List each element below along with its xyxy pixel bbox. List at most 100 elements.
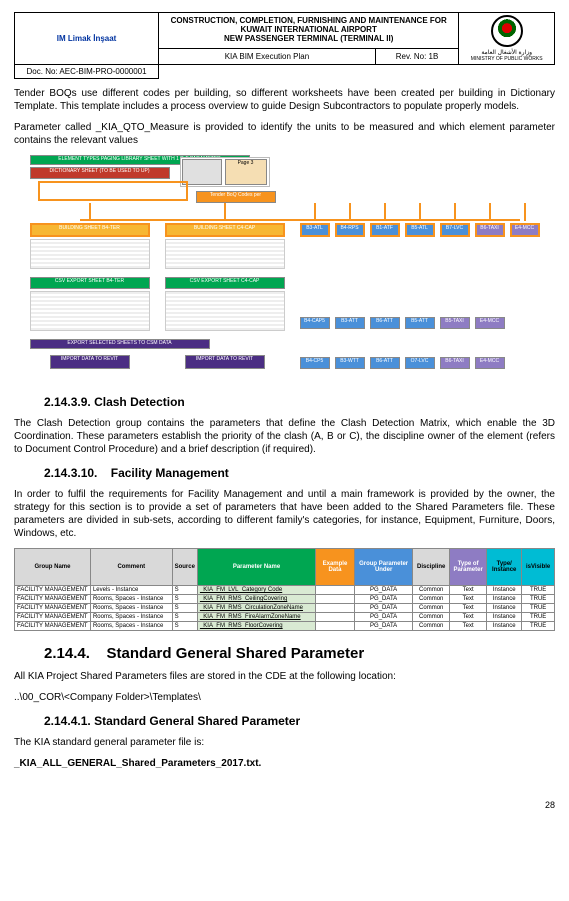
doc-no: Doc. No: AEC-BIM-PRO-0000001 — [15, 65, 159, 79]
fm-table-cell: S — [172, 595, 197, 604]
diagram-box: CSV EXPORT SHEET B4-TER — [30, 277, 150, 289]
diagram-box: B3-ATL — [300, 223, 330, 237]
ministry-cell: وزارة الأشغال العامة MINISTRY OF PUBLIC … — [459, 13, 555, 65]
diagram-box: IMPORT DATA TO REVIT — [50, 355, 130, 369]
fm-table-cell: Levels - Instance — [90, 586, 172, 595]
project-title-line3: NEW PASSENGER TERMINAL (TERMINAL II) — [163, 35, 454, 44]
shared-path: ..\00_COR\<Company Folder>\Templates\ — [14, 691, 555, 704]
fm-table-cell: Common — [413, 622, 450, 631]
diagram-box: B3-WTT — [335, 357, 365, 369]
fm-table-cell: Common — [413, 604, 450, 613]
diagram-box: E4-MCC — [475, 357, 505, 369]
fm-table-cell: S — [172, 613, 197, 622]
fm-table-header: Type of Parameter — [450, 549, 487, 586]
fm-table-cell — [316, 604, 355, 613]
fm-table-cell: Text — [450, 622, 487, 631]
diagram-box: DICTIONARY SHEET (TO BE USED TO UP) — [30, 167, 170, 179]
table-row: FACILITY MANAGEMENTRooms, Spaces - Insta… — [15, 595, 555, 604]
intro-paragraph-2: Parameter called _KIA_QTO_Measure is pro… — [14, 121, 555, 147]
fm-body: In order to fulfil the requirements for … — [14, 488, 555, 540]
fm-table-cell: PG_DATA — [354, 595, 413, 604]
section-title: Standard General Shared Parameter — [107, 645, 365, 662]
project-title: CONSTRUCTION, COMPLETION, FURNISHING AND… — [159, 13, 459, 49]
diagram-box: BUILDING SHEET B4-TER — [30, 223, 150, 237]
fm-table-header: Group Parameter Under — [354, 549, 413, 586]
fm-table-cell: Text — [450, 586, 487, 595]
section-heading-clash: 2.14.3.9. Clash Detection — [44, 395, 555, 409]
fm-table-cell: S — [172, 586, 197, 595]
fm-table-header: Parameter Name — [197, 549, 315, 586]
section-heading-shared: 2.14.4. Standard General Shared Paramete… — [44, 645, 555, 662]
fm-table-cell: Rooms, Spaces - Instance — [90, 613, 172, 622]
ministry-name-en: MINISTRY OF PUBLIC WORKS — [463, 56, 550, 62]
diagram-box: B1-ATF — [370, 223, 400, 237]
fm-table-cell: PG_DATA — [354, 604, 413, 613]
diagram-box: EXPORT SELECTED SHEETS TO CSM DATA — [30, 339, 210, 349]
fm-table-cell: S — [172, 604, 197, 613]
intro-paragraph-1: Tender BOQs use different codes per buil… — [14, 87, 555, 113]
fm-table-header: isVisible — [522, 549, 555, 586]
fm-table-header: Source — [172, 549, 197, 586]
section-heading-fm: 2.14.3.10. Facility Management — [44, 466, 555, 480]
diagram-box — [182, 159, 222, 185]
fm-table-cell: FACILITY MANAGEMENT — [15, 586, 91, 595]
diagram-box: B4-CP5 — [300, 357, 330, 369]
clash-body: The Clash Detection group contains the p… — [14, 417, 555, 456]
diagram-box: B6-TAXI — [475, 223, 505, 237]
diagram-box: BUILDING SHEET C4-CAP — [165, 223, 285, 237]
std-general-file: _KIA_ALL_GENERAL_Shared_Parameters_2017.… — [14, 757, 555, 770]
table-row: FACILITY MANAGEMENTRooms, Spaces - Insta… — [15, 613, 555, 622]
fm-table-cell — [316, 595, 355, 604]
diagram-box — [30, 239, 150, 269]
fm-table-cell: Text — [450, 613, 487, 622]
diagram-box: Page 3 — [225, 159, 267, 185]
fm-table-header: Type/ Instance — [487, 549, 522, 586]
fm-parameter-table: Group NameCommentSourceParameter NameExa… — [14, 548, 555, 631]
fm-table-cell: PG_DATA — [354, 613, 413, 622]
diagram-box: O7-LVC — [405, 357, 435, 369]
std-general-body: The KIA standard general parameter file … — [14, 736, 555, 749]
diagram-box: B4-RPS — [335, 223, 365, 237]
diagram-box: Tender BoQ Codes per — [196, 191, 276, 203]
fm-table-cell: Instance — [487, 622, 522, 631]
section-title: Standard General Shared Parameter — [94, 714, 300, 728]
fm-table-cell: S — [172, 622, 197, 631]
diagram-box: CSV EXPORT SHEET C4-CAP — [165, 277, 285, 289]
page-number: 28 — [14, 800, 555, 810]
diagram-box: B7-LVC — [440, 223, 470, 237]
fm-table-cell: Instance — [487, 586, 522, 595]
fm-table-cell: _KIA_FM_LVL_Category Code — [197, 586, 315, 595]
ministry-logo-icon — [491, 15, 523, 47]
fm-table-cell — [316, 613, 355, 622]
diagram-box — [30, 291, 150, 331]
fm-table-header: Group Name — [15, 549, 91, 586]
fm-table-cell: PG_DATA — [354, 622, 413, 631]
fm-table-cell: FACILITY MANAGEMENT — [15, 595, 91, 604]
fm-table-cell: Rooms, Spaces - Instance — [90, 595, 172, 604]
fm-table-cell: _KIA_FM_RMS_FireAlarmZoneName — [197, 613, 315, 622]
shared-body: All KIA Project Shared Parameters files … — [14, 670, 555, 683]
fm-table-cell: Instance — [487, 604, 522, 613]
diagram-box: B6-TAXI — [440, 357, 470, 369]
fm-table-cell: TRUE — [522, 604, 555, 613]
table-row: FACILITY MANAGEMENTRooms, Spaces - Insta… — [15, 622, 555, 631]
company-name: Limak İnşaat — [68, 34, 116, 43]
section-title: Facility Management — [111, 466, 229, 480]
diagram-box: E4-MCC — [475, 317, 505, 329]
fm-table-cell: _KIA_FM_RMS_FloorCovering — [197, 622, 315, 631]
fm-table-cell: _KIA_FM_RMS_CeilingCovering — [197, 595, 315, 604]
fm-table-cell: Text — [450, 604, 487, 613]
diagram-box: B5-ATT — [405, 317, 435, 329]
doc-title: KIA BIM Execution Plan — [159, 48, 376, 64]
section-number: 2.14.4.1. — [44, 714, 91, 728]
process-diagram: ELEMENT TYPES PAGING LIBRARY SHEET WITH … — [20, 155, 550, 385]
fm-table-cell: FACILITY MANAGEMENT — [15, 613, 91, 622]
fm-table-cell: Rooms, Spaces - Instance — [90, 604, 172, 613]
section-number: 2.14.4. — [44, 645, 90, 662]
section-title: Clash Detection — [94, 395, 185, 409]
fm-table-cell: TRUE — [522, 595, 555, 604]
diagram-box: B5-ATL — [405, 223, 435, 237]
company-logo: IM Limak İnşaat — [15, 13, 159, 65]
diagram-box — [165, 291, 285, 331]
fm-table-cell: FACILITY MANAGEMENT — [15, 604, 91, 613]
